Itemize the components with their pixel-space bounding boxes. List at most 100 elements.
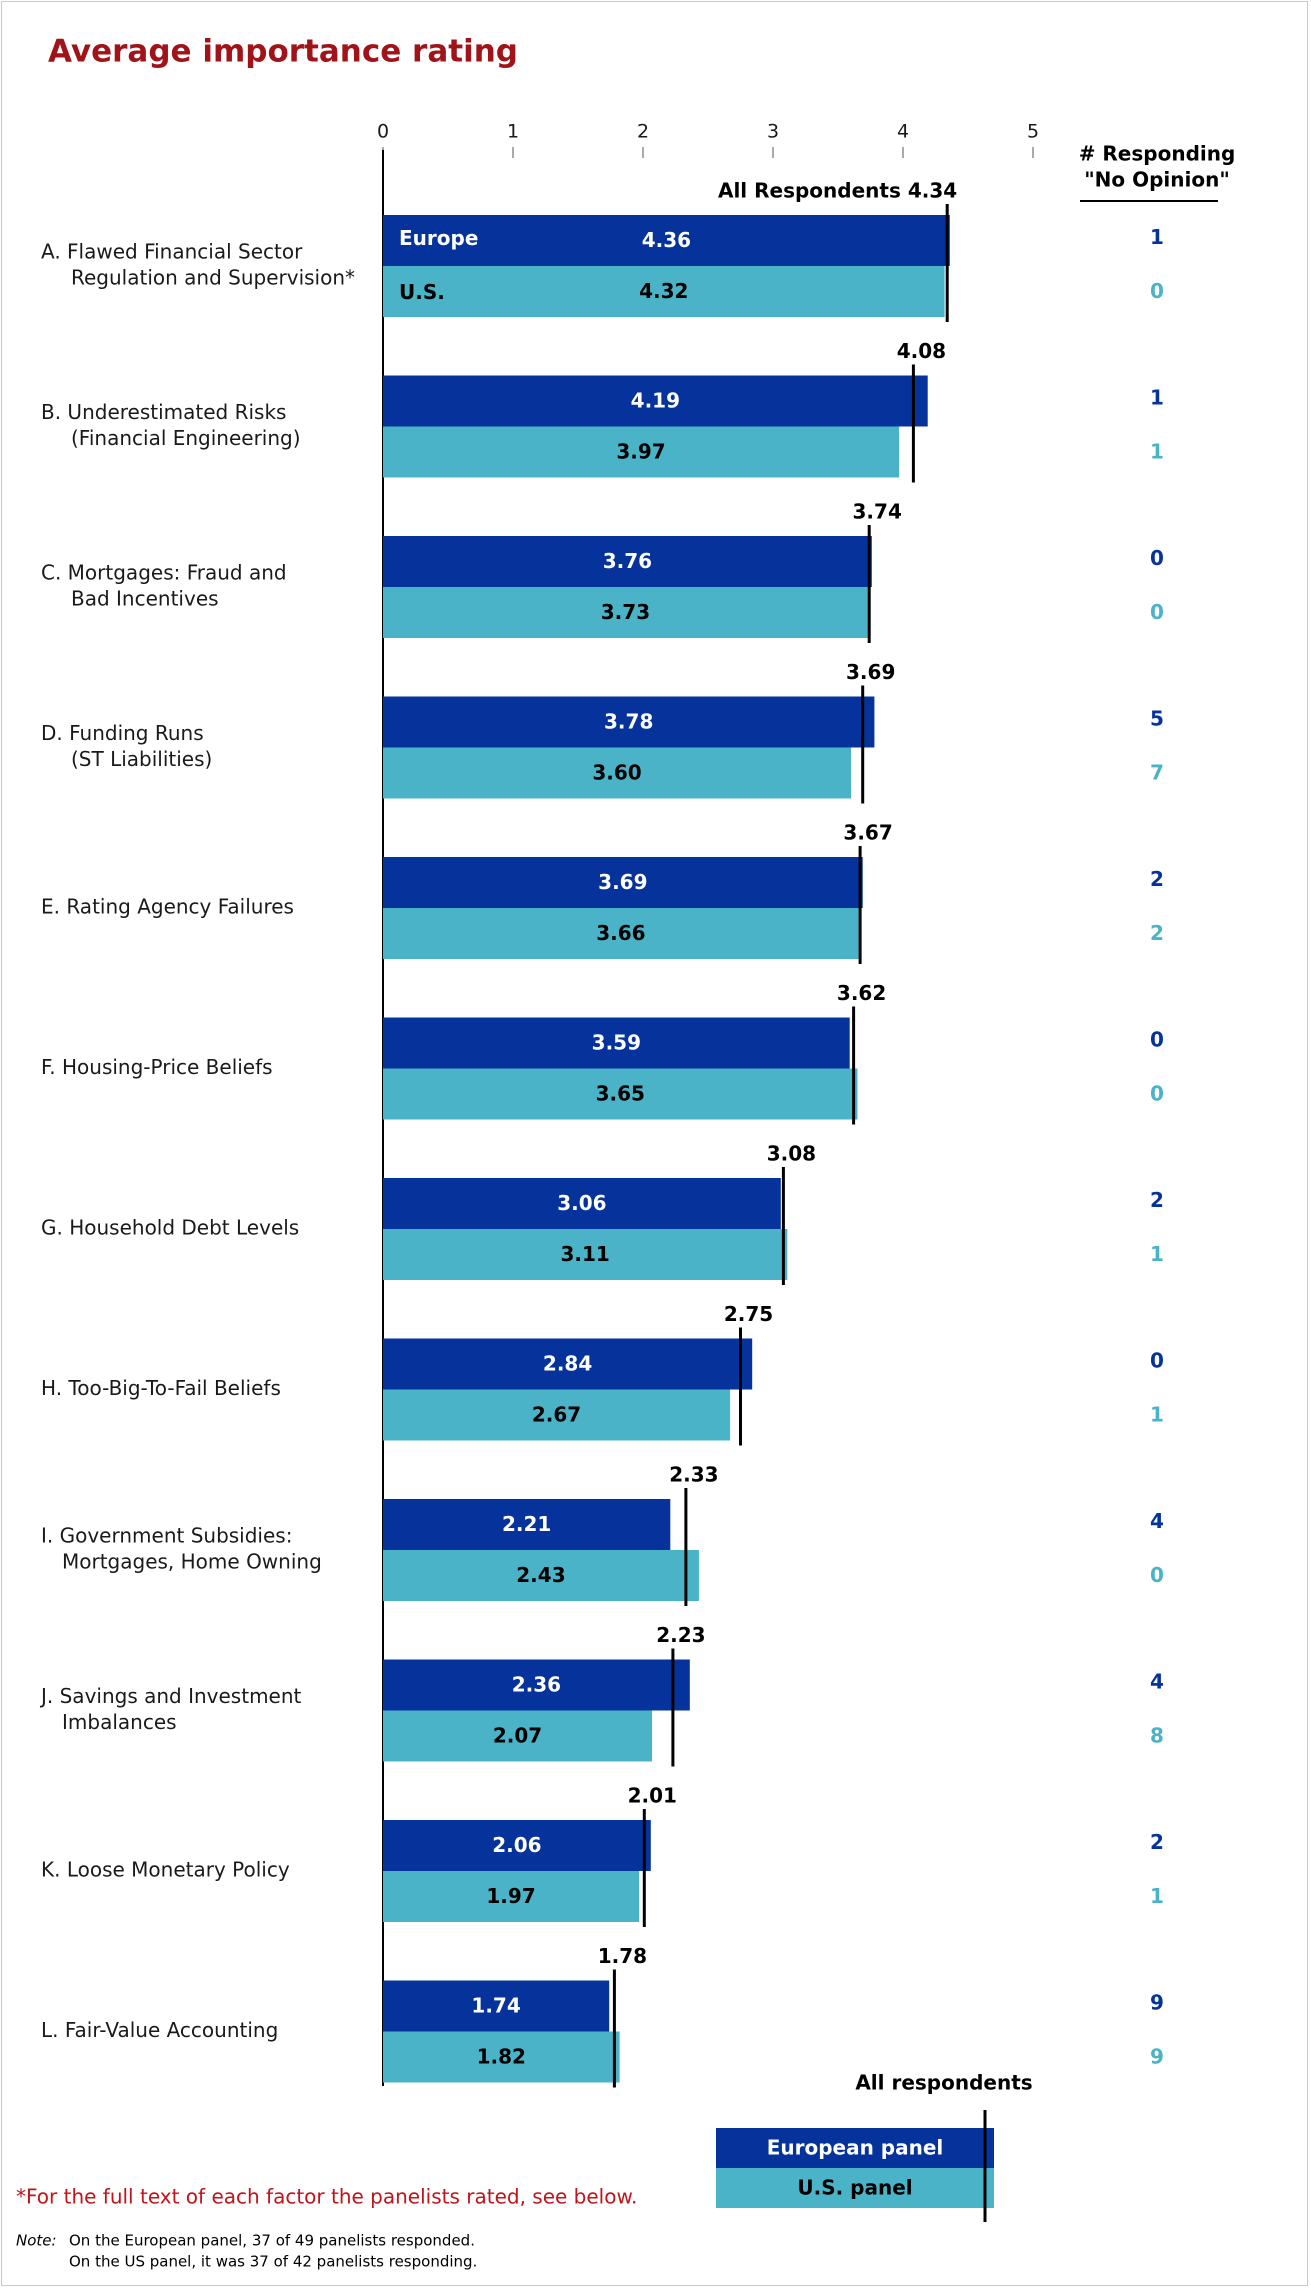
category-label: K. Loose Monetary Policy xyxy=(41,1858,290,1882)
category-label: Mortgages, Home Owning xyxy=(62,1550,322,1574)
bar-europe xyxy=(383,1178,781,1229)
bar-us xyxy=(383,1068,858,1120)
note-label: Note: xyxy=(16,2232,57,2250)
bar-us xyxy=(383,2031,620,2083)
no-opinion-europe: 0 xyxy=(1150,546,1164,570)
category-label: Regulation and Supervision* xyxy=(71,266,355,290)
no-opinion-europe: 4 xyxy=(1150,1670,1164,1694)
no-opinion-header: "No Opinion" xyxy=(1084,168,1230,192)
no-opinion-europe: 0 xyxy=(1150,1028,1164,1052)
bar-value-us: 2.67 xyxy=(532,1403,581,1427)
no-opinion-us: 1 xyxy=(1150,1242,1164,1266)
chart-title: Average importance rating xyxy=(48,34,518,70)
bar-value-us: 3.73 xyxy=(601,600,650,624)
category-label: B. Underestimated Risks xyxy=(41,400,286,424)
category-label: E. Rating Agency Failures xyxy=(41,895,294,919)
all-respondents-label: 4.08 xyxy=(897,339,946,363)
bar-europe xyxy=(383,375,928,427)
no-opinion-europe: 2 xyxy=(1150,1830,1164,1854)
no-opinion-europe: 2 xyxy=(1150,1188,1164,1212)
bar-value-europe: 2.21 xyxy=(502,1512,551,1536)
bar-europe xyxy=(383,857,863,908)
category-label: (ST Liabilities) xyxy=(71,747,212,771)
no-opinion-europe: 1 xyxy=(1150,225,1164,249)
bar-us xyxy=(383,266,945,317)
bar-us xyxy=(383,1389,731,1441)
legend-title: All respondents xyxy=(855,2071,1032,2095)
x-tick-label: 5 xyxy=(1027,121,1039,143)
all-respondents-label: 3.62 xyxy=(837,981,886,1005)
bar-value-us: 2.07 xyxy=(493,1724,542,1748)
bar-us xyxy=(383,908,859,959)
bar-value-europe: 3.78 xyxy=(604,710,653,734)
category-label: D. Funding Runs xyxy=(41,721,204,745)
x-tick-label: 2 xyxy=(637,121,649,143)
bar-value-us: 3.97 xyxy=(616,440,665,464)
no-opinion-us: 2 xyxy=(1150,921,1164,945)
no-opinion-us: 1 xyxy=(1150,1884,1164,1908)
no-opinion-us: 0 xyxy=(1150,600,1164,624)
no-opinion-us: 8 xyxy=(1150,1724,1164,1748)
all-respondents-label: 2.33 xyxy=(669,1463,718,1487)
category-label: A. Flawed Financial Sector xyxy=(41,240,303,264)
bar-value-us: 3.11 xyxy=(560,1242,609,1266)
bar-value-us: 3.65 xyxy=(596,1082,645,1106)
series-label-europe: Europe xyxy=(399,226,478,250)
bar-value-europe: 3.76 xyxy=(603,549,652,573)
bar-value-europe: 2.06 xyxy=(492,1833,541,1857)
x-tick-label: 1 xyxy=(507,121,519,143)
no-opinion-europe: 5 xyxy=(1150,707,1164,731)
bar-us xyxy=(383,1550,699,1601)
no-opinion-europe: 1 xyxy=(1150,386,1164,410)
note-line: On the US panel, it was 37 of 42 panelis… xyxy=(69,2253,477,2271)
no-opinion-us: 9 xyxy=(1150,2045,1164,2069)
note-line: On the European panel, 37 of 49 panelist… xyxy=(69,2232,475,2250)
no-opinion-europe: 0 xyxy=(1150,1349,1164,1373)
bar-europe xyxy=(383,1338,753,1390)
bar-value-europe: 3.59 xyxy=(592,1031,641,1055)
no-opinion-europe: 4 xyxy=(1150,1509,1164,1533)
bar-value-europe: 2.84 xyxy=(543,1352,592,1376)
bar-value-us: 3.60 xyxy=(592,761,641,785)
all-respondents-label: 2.75 xyxy=(724,1302,773,1326)
footnote: *For the full text of each factor the pa… xyxy=(16,2185,637,2209)
all-respondents-label: 3.08 xyxy=(767,1142,816,1166)
category-label: I. Government Subsidies: xyxy=(41,1524,292,1548)
all-respondents-label: 3.69 xyxy=(846,660,895,684)
category-label: H. Too-Big-To-Fail Beliefs xyxy=(41,1376,281,1400)
bar-value-us: 4.32 xyxy=(639,279,688,303)
bar-us xyxy=(383,587,868,638)
no-opinion-europe: 2 xyxy=(1150,867,1164,891)
legend-swatch-europe xyxy=(716,2128,994,2168)
bar-europe xyxy=(383,1980,610,2032)
bar-europe xyxy=(383,1499,671,1550)
all-respondents-label: All Respondents 4.34 xyxy=(718,179,957,203)
no-opinion-us: 1 xyxy=(1150,1403,1164,1427)
x-tick-label: 3 xyxy=(767,121,779,143)
bar-value-us: 2.43 xyxy=(516,1563,565,1587)
no-opinion-us: 0 xyxy=(1150,1563,1164,1587)
x-tick-label: 4 xyxy=(897,121,909,143)
category-label: L. Fair-Value Accounting xyxy=(41,2018,278,2042)
bar-us xyxy=(383,426,900,478)
bar-value-us: 1.82 xyxy=(477,2045,526,2069)
series-label-us: U.S. xyxy=(399,280,445,304)
bar-us xyxy=(383,1871,640,1922)
no-opinion-us: 7 xyxy=(1150,761,1164,785)
bar-us xyxy=(383,747,851,799)
bar-value-europe: 2.36 xyxy=(512,1673,561,1697)
bar-europe xyxy=(383,1659,690,1711)
legend-label-europe: European panel xyxy=(767,2136,944,2160)
all-respondents-label: 3.67 xyxy=(843,821,892,845)
bar-value-us: 3.66 xyxy=(596,921,645,945)
bar-value-us: 1.97 xyxy=(486,1884,535,1908)
bar-europe xyxy=(383,696,875,748)
all-respondents-label: 2.23 xyxy=(656,1623,705,1647)
bar-us xyxy=(383,1710,653,1762)
all-respondents-label: 3.74 xyxy=(853,500,902,524)
no-opinion-europe: 9 xyxy=(1150,1991,1164,2015)
bar-value-europe: 3.69 xyxy=(598,870,647,894)
x-tick-label: 0 xyxy=(377,121,389,143)
